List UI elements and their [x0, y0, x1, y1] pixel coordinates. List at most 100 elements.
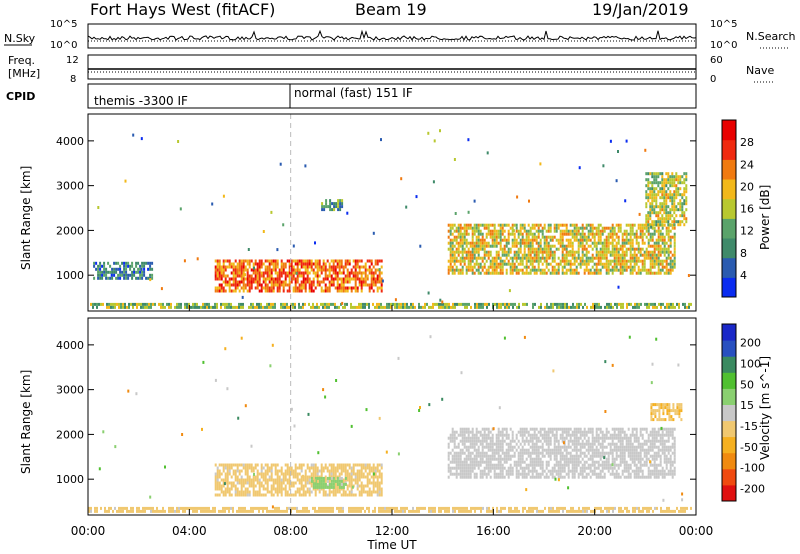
data-cell [461, 433, 464, 437]
freq-panel-frame [87, 54, 697, 80]
data-cell [575, 223, 578, 227]
data-cell [192, 302, 194, 306]
data-cell [501, 442, 504, 446]
data-cell [284, 280, 287, 284]
data-cell [587, 250, 590, 254]
data-cell [626, 506, 628, 510]
data-cell [453, 238, 456, 242]
data-cell [151, 267, 154, 271]
data-cell [499, 457, 502, 461]
data-cell [683, 202, 686, 206]
data-cell [324, 466, 327, 470]
data-cell [362, 490, 365, 494]
data-cell [302, 302, 304, 306]
data-cell [340, 302, 342, 306]
data-cell [332, 509, 334, 513]
data-cell [252, 277, 255, 281]
data-cell [362, 283, 365, 287]
data-cell [582, 506, 584, 510]
data-cell [531, 247, 534, 251]
data-cell [352, 259, 355, 263]
data-cell [605, 238, 608, 242]
data-cell [587, 235, 590, 239]
data-cell [569, 259, 572, 263]
data-cell [454, 212, 457, 215]
data-cell [236, 469, 239, 473]
data-cell [99, 267, 102, 271]
data-cell [316, 478, 319, 482]
data-cell [657, 214, 660, 218]
data-cell [615, 235, 618, 239]
data-cell [657, 184, 660, 188]
data-cell [685, 196, 688, 200]
data-cell [586, 305, 588, 309]
data-cell [331, 208, 334, 212]
data-cell [541, 436, 544, 440]
data-cell [667, 232, 670, 236]
data-cell [664, 305, 666, 309]
data-cell [471, 457, 474, 461]
data-cell [248, 490, 251, 494]
data-cell [495, 229, 498, 233]
data-cell [252, 466, 255, 470]
data-cell [523, 238, 526, 242]
data-cell [667, 253, 670, 257]
data-cell [552, 506, 554, 510]
data-cell [534, 506, 536, 510]
data-cell [266, 472, 269, 476]
data-cell [461, 427, 464, 431]
data-cell [633, 268, 636, 272]
data-cell [481, 241, 484, 245]
data-cell [657, 247, 660, 251]
data-cell [533, 433, 536, 437]
data-cell [561, 439, 564, 443]
data-cell [447, 454, 450, 458]
data-cell [372, 280, 375, 284]
data-cell [569, 253, 572, 257]
data-cell [202, 305, 204, 309]
colorbar-segment [722, 179, 736, 200]
data-cell [571, 271, 574, 275]
data-cell [144, 506, 146, 510]
data-cell [230, 265, 233, 269]
data-cell [394, 506, 396, 510]
data-cell [192, 509, 194, 513]
data-cell [384, 506, 386, 510]
data-cell [475, 433, 478, 437]
data-cell [669, 268, 672, 272]
data-cell [461, 436, 464, 440]
data-cell [523, 475, 526, 479]
data-cell [611, 232, 614, 236]
data-cell [308, 259, 311, 263]
data-cell [527, 448, 530, 452]
data-cell [639, 253, 642, 257]
data-cell [529, 451, 532, 455]
data-cell [226, 259, 229, 263]
data-cell [575, 226, 578, 230]
data-cell [559, 475, 562, 479]
data-cell [565, 451, 568, 455]
data-cell [117, 261, 120, 265]
data-cell [234, 283, 237, 287]
data-cell [533, 436, 536, 440]
data-cell [523, 250, 526, 254]
data-cell [475, 229, 478, 233]
data-cell [531, 235, 534, 239]
data-cell [500, 506, 502, 510]
data-cell [659, 235, 662, 239]
data-cell [226, 506, 228, 510]
data-cell [441, 300, 444, 304]
data-cell [480, 509, 482, 513]
data-cell [617, 250, 620, 254]
data-cell [531, 232, 534, 236]
data-cell [499, 235, 502, 239]
data-cell [264, 305, 266, 309]
data-cell [479, 256, 482, 260]
data-cell [485, 460, 488, 464]
data-cell [298, 478, 301, 482]
data-cell [206, 506, 208, 510]
cpid-program-1: themis -3300 IF [94, 94, 188, 108]
data-cell [563, 460, 566, 464]
data-cell [537, 448, 540, 452]
